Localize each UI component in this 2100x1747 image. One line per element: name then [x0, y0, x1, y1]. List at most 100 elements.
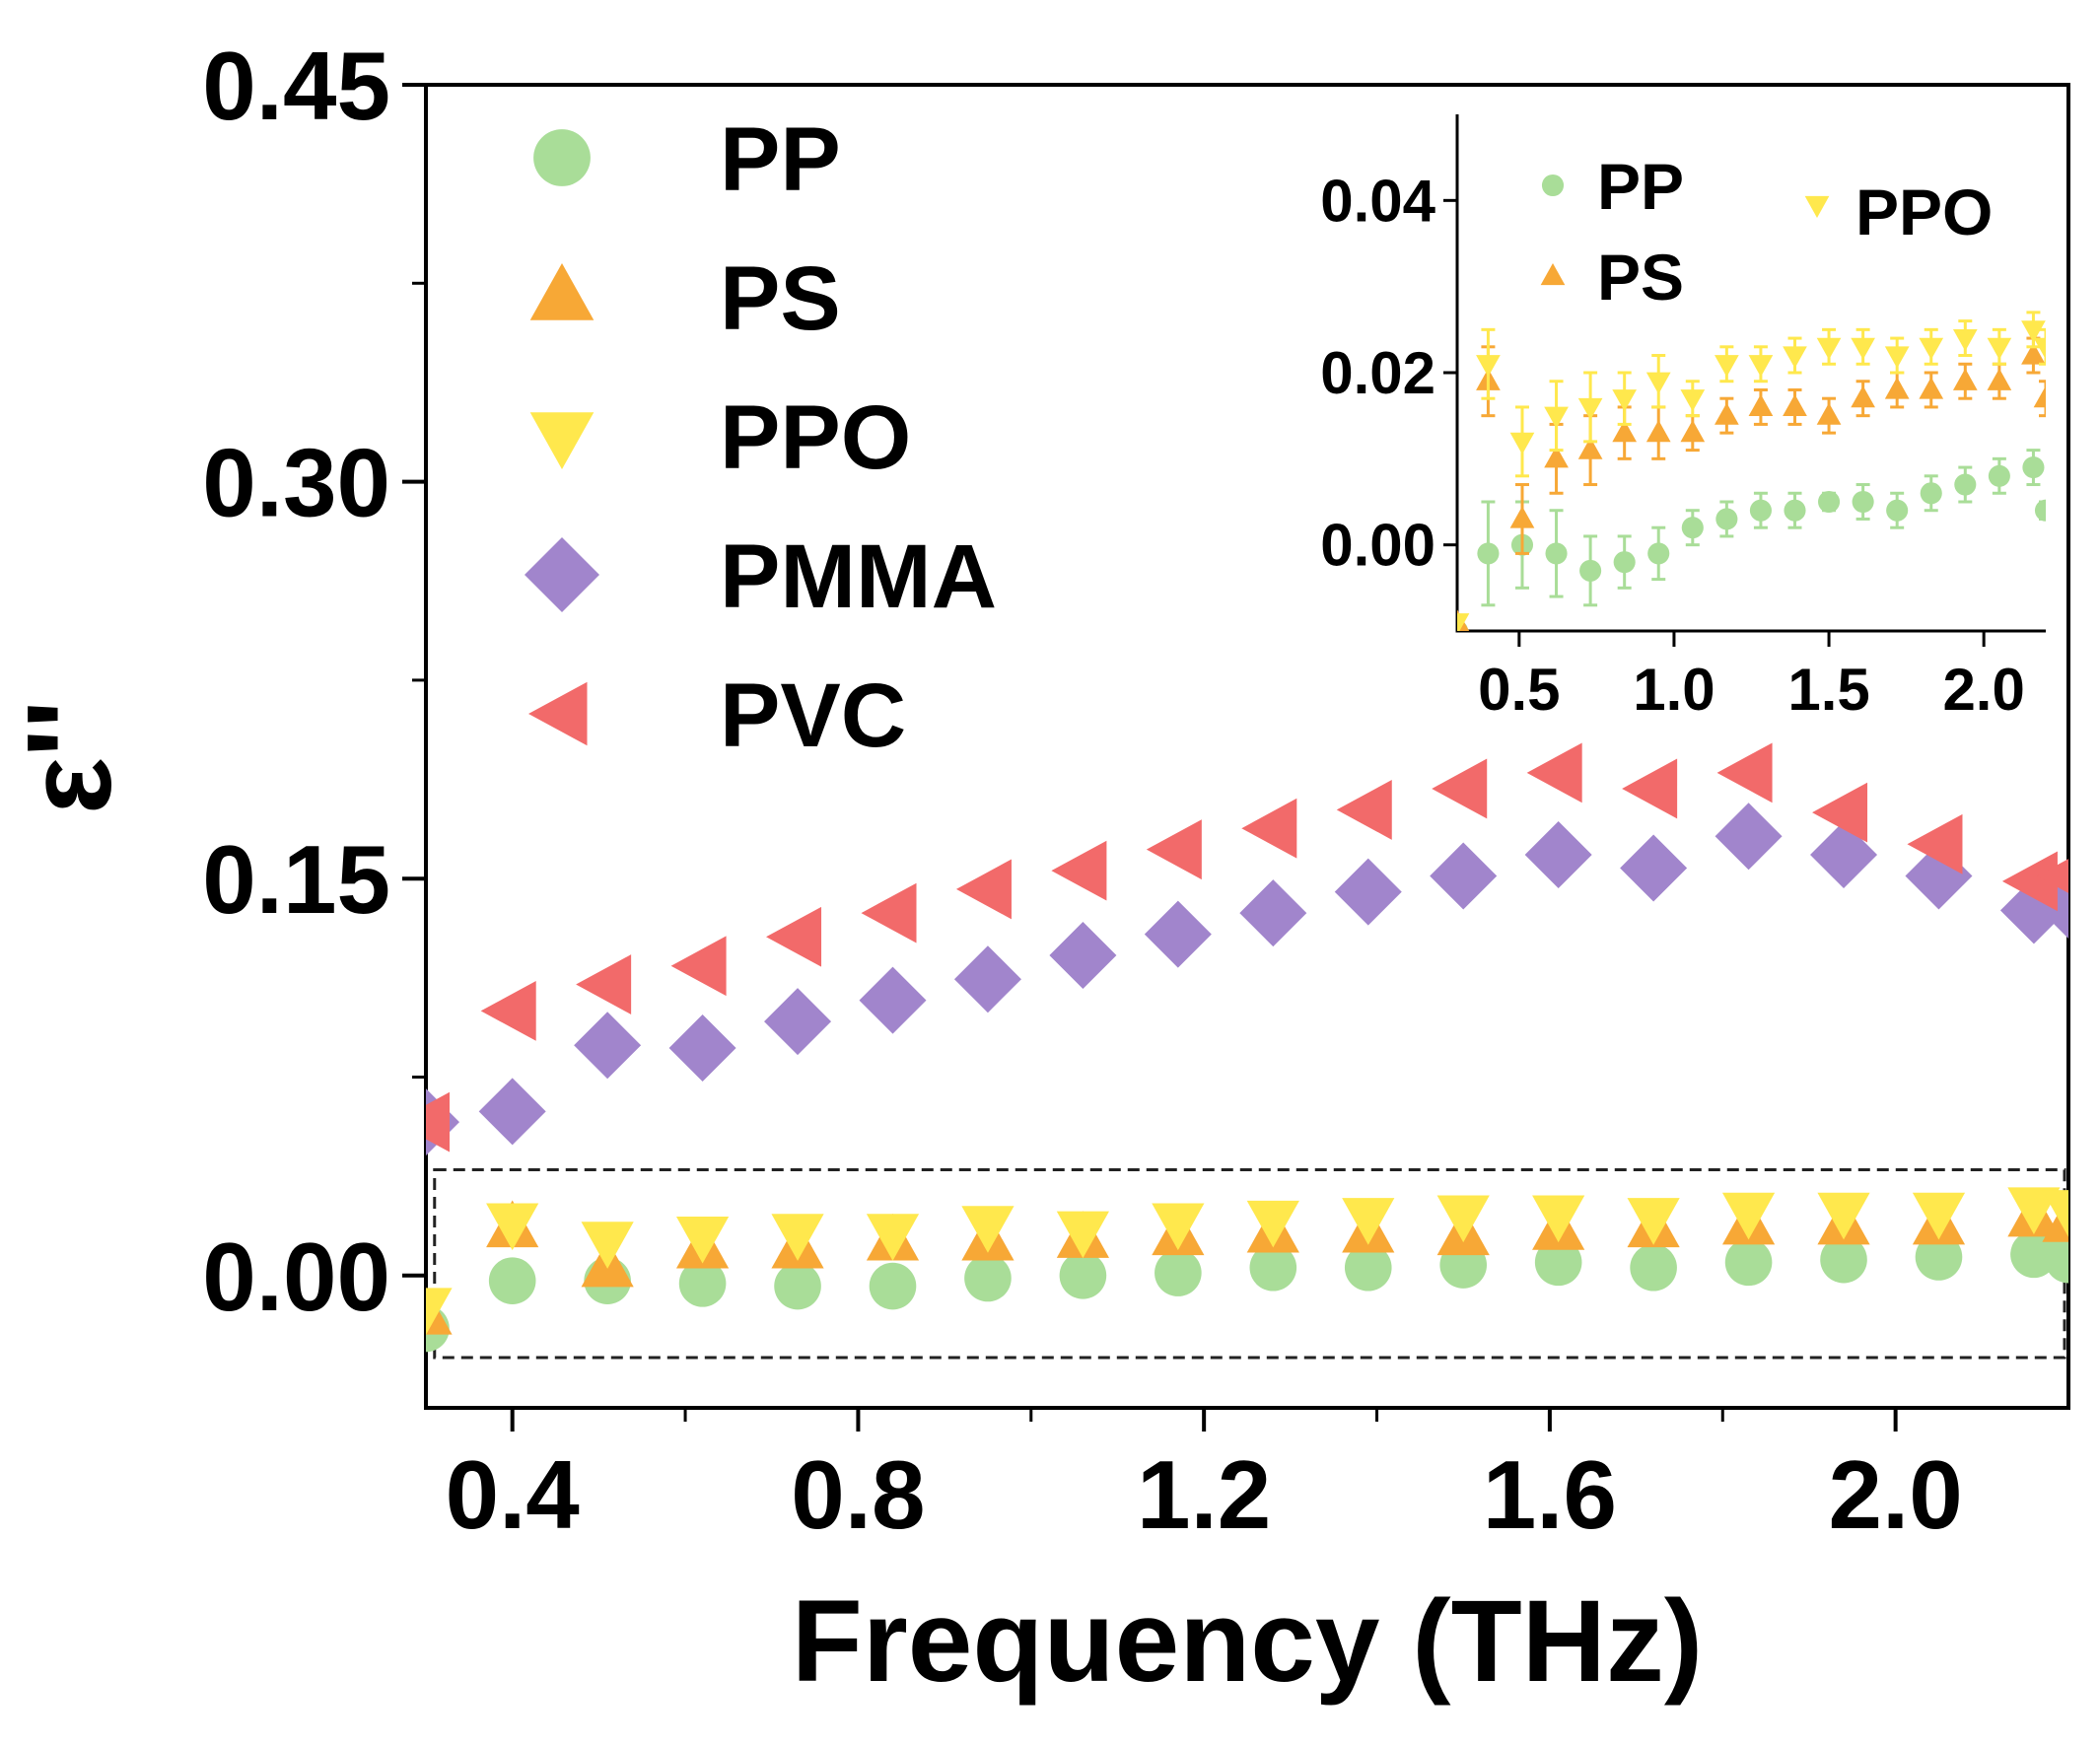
inset-data-point-ppo: [1987, 337, 2012, 360]
inset-data-point-pp: [1954, 473, 1977, 496]
legend-marker-pp: [533, 129, 591, 186]
data-point-pp: [1249, 1243, 1297, 1292]
inset-y-tick-label: 0.02: [1320, 340, 1435, 406]
data-point-ppo: [1152, 1203, 1205, 1251]
data-point-ppo: [2007, 1187, 2061, 1235]
inset-data-point-pp: [1579, 559, 1602, 582]
data-point-pp: [1534, 1238, 1582, 1287]
y-tick-label: 0.45: [202, 32, 390, 140]
series-pp: [426, 1230, 2068, 1353]
inset-x-tick-label: 1.0: [1633, 657, 1715, 723]
inset-data-point-ps: [1919, 377, 1944, 399]
inset-panel: 0.5 1.0 1.5 2.0 0.00 0.02 0.04 PP PS PPO: [1320, 114, 2046, 723]
inset-data-point-ppo: [1577, 397, 1603, 420]
inset-data-point-ppo: [1457, 613, 1470, 631]
legend-label-pp: PP: [720, 109, 841, 210]
data-point-pmma: [764, 988, 832, 1056]
data-point-pvc: [1146, 819, 1202, 880]
data-point-pp: [1820, 1235, 1867, 1284]
inset-data-point-pp: [1988, 464, 2010, 487]
data-point-pp: [1059, 1252, 1107, 1299]
inset-data-point-pp: [1784, 499, 1806, 522]
inset-data-point-ppo: [1645, 372, 1671, 394]
inset-data-point-pp: [1477, 542, 1500, 565]
inset-data-point-ppo: [1476, 355, 1501, 378]
inset-data-point-pp: [1545, 542, 1568, 565]
inset-legend-marker-ps: [1540, 263, 1566, 286]
data-point-pmma: [1430, 842, 1498, 910]
inset-data-point-ps: [2033, 385, 2046, 408]
data-point-pvc: [670, 936, 727, 997]
inset-data-point-ppo: [1544, 406, 1569, 429]
inset-y-tick-label: 0.00: [1320, 513, 1435, 579]
inset-data-point-ps: [1715, 402, 1739, 425]
y-tick-label: 0.15: [202, 825, 390, 934]
data-point-pmma: [1144, 900, 1212, 968]
inset-data-point-pp: [2022, 456, 2045, 479]
inset-x-tick-label: 0.5: [1478, 657, 1560, 723]
inset-data-point-ps: [1987, 368, 2012, 390]
data-point-ppo: [675, 1216, 730, 1264]
data-point-ppo: [486, 1203, 539, 1251]
series-ppo: [426, 1187, 2068, 1336]
inset-data-point-pp: [1852, 490, 1874, 514]
legend-label-ppo: PPO: [720, 387, 911, 488]
data-point-pvc: [1907, 813, 1963, 874]
data-point-pp: [1915, 1233, 1963, 1281]
inset-legend: PP PS PPO: [1540, 150, 1993, 314]
data-point-pvc: [2037, 859, 2068, 893]
main-plot-frame: [424, 83, 2070, 1410]
data-point-pp: [1344, 1243, 1392, 1292]
data-point-pmma: [1239, 879, 1307, 947]
data-point-pvc: [1622, 758, 1678, 819]
data-point-pvc: [1812, 782, 1868, 843]
data-point-ppo: [1436, 1195, 1490, 1243]
inset-series: [1457, 311, 2046, 631]
inset-data-point-pp: [1613, 551, 1636, 574]
y-axis-title: ε'': [2, 700, 136, 814]
inset-data-point-ps: [1952, 368, 1978, 390]
inset-x-tick-label: 2.0: [1942, 657, 2024, 723]
legend-label-ps: PS: [720, 248, 841, 349]
x-axis-title: Frequency (THz): [792, 1576, 1703, 1707]
inset-data-point-pp: [1647, 542, 1670, 565]
inset-data-point-ppo: [1715, 355, 1739, 378]
inset-data-point-pp: [1818, 490, 1841, 514]
data-point-pp: [774, 1262, 821, 1310]
data-point-pmma: [478, 1078, 546, 1146]
data-point-pmma: [1049, 922, 1117, 990]
inset-data-point-ps: [1816, 402, 1842, 425]
inset-legend-label-ps: PS: [1597, 241, 1684, 314]
data-point-pvc: [426, 1091, 450, 1153]
main-panel: 0.4 0.8 1.2 1.6 2.0 0.00 0.15 0.30 0.45 Frequenc…: [2, 32, 2070, 1707]
x-tick-label: 2.0: [1829, 1440, 1963, 1549]
inset-data-point-ps: [1783, 393, 1807, 417]
data-point-pvc: [1241, 798, 1297, 859]
data-point-ppo: [866, 1214, 920, 1261]
inset-data-point-ps: [1884, 377, 1910, 399]
inset-series-ppo: [1457, 311, 2046, 631]
data-point-pmma: [953, 945, 1021, 1013]
data-point-pp: [1724, 1238, 1773, 1287]
data-point-pvc: [1336, 780, 1392, 840]
inset-data-point-ps: [1645, 420, 1671, 443]
data-point-ppo: [1246, 1200, 1299, 1248]
inset-legend-label-ppo: PPO: [1855, 175, 1993, 248]
legend-marker-ps: [529, 263, 595, 320]
inset-data-point-ppo: [2033, 337, 2046, 360]
data-point-ppo: [1721, 1192, 1776, 1240]
data-point-pmma: [1334, 858, 1402, 926]
data-point-pvc: [1526, 742, 1582, 804]
data-point-pvc: [576, 954, 632, 1014]
legend-marker-pmma: [525, 537, 599, 612]
data-point-pmma: [574, 1012, 642, 1080]
data-point-pvc: [955, 859, 1012, 920]
y-tick-label: 0.30: [202, 429, 390, 537]
inset-data-point-ppo: [1884, 346, 1910, 369]
data-point-ppo: [1342, 1198, 1395, 1245]
data-point-ppo: [1627, 1198, 1680, 1245]
inset-series-clipped: [1457, 311, 2046, 631]
inset-data-point-ppo: [1851, 337, 1875, 360]
data-point-pvc: [1432, 758, 1488, 819]
data-point-ppo: [1912, 1192, 1966, 1240]
